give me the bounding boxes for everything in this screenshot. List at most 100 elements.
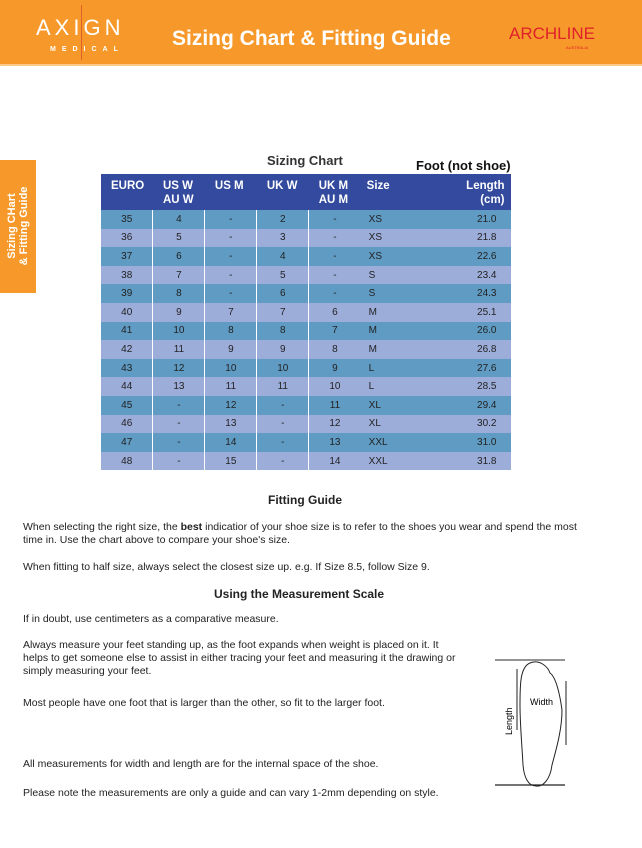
table-cell: - — [256, 395, 309, 415]
table-cell: 11 — [256, 377, 309, 396]
table-cell: 9 — [256, 340, 309, 359]
table-cell: 21.0 — [400, 210, 511, 229]
table-cell: 23.4 — [400, 265, 511, 285]
table-cell: 38 — [101, 265, 153, 285]
table-cell: XXL — [360, 433, 401, 452]
fitting-guide-title: Fitting Guide — [268, 493, 342, 507]
table-cell: 10 — [256, 358, 309, 378]
table-cell: M — [360, 302, 401, 322]
column-header: EURO — [101, 174, 153, 210]
table-cell: XL — [360, 395, 401, 415]
table-row: 43 12 10 10 9 L 27.6 — [101, 358, 511, 378]
table-cell: - — [308, 265, 361, 285]
table-cell: 26.8 — [400, 340, 511, 359]
length-label: Length — [504, 707, 514, 735]
measure-paragraph-3: Most people have one foot that is larger… — [23, 697, 385, 709]
table-cell: 47 — [101, 433, 153, 452]
table-cell: 46 — [101, 414, 153, 434]
column-header: UK W — [256, 174, 309, 210]
table-cell: 44 — [101, 377, 153, 396]
table-row: 46-13-12 XL 30.2 — [101, 414, 511, 434]
table-cell: 6 — [256, 284, 309, 303]
chart-note: Foot (not shoe) — [416, 158, 511, 173]
table-cell: - — [256, 414, 309, 434]
archline-logo: ARCHLINE — [509, 24, 595, 43]
table-cell: 11 — [204, 377, 257, 396]
table-row: 37 6-4- XS 22.6 — [101, 247, 511, 266]
table-cell: 13 — [204, 414, 257, 434]
table-cell: 14 — [308, 451, 361, 471]
side-tab-line2: & Fitting Guide — [18, 186, 30, 266]
chart-title: Sizing Chart — [267, 153, 343, 168]
width-label: Width — [530, 697, 553, 707]
table-cell: 12 — [204, 395, 257, 415]
table-cell: 21.8 — [400, 228, 511, 248]
table-cell: 26.0 — [400, 321, 511, 341]
axign-logo: AXIGN — [36, 16, 124, 40]
table-cell: - — [152, 395, 205, 415]
table-cell: 11 — [152, 340, 205, 359]
header-banner: AXIGN MEDICAL Sizing Chart & Fitting Gui… — [0, 0, 642, 66]
table-cell: 29.4 — [400, 395, 511, 415]
table-cell: L — [360, 377, 401, 396]
table-row: 48-15-14 XXL 31.8 — [101, 451, 511, 471]
table-row: 36 5-3- XS 21.8 — [101, 228, 511, 248]
table-cell: - — [308, 210, 361, 229]
table-cell: L — [360, 358, 401, 378]
table-cell: 37 — [101, 247, 153, 266]
table-cell: 7 — [204, 302, 257, 322]
table-cell: 48 — [101, 451, 153, 471]
table-cell: 14 — [204, 433, 257, 452]
table-cell: - — [152, 414, 205, 434]
logo-line — [81, 5, 82, 60]
table-cell: 45 — [101, 395, 153, 415]
table-cell: 31.0 — [400, 433, 511, 452]
table-cell: 42 — [101, 340, 153, 359]
table-cell: XXL — [360, 451, 401, 471]
table-cell: S — [360, 284, 401, 303]
measure-paragraph-4: All measurements for width and length ar… — [23, 758, 379, 770]
table-row: 39 8-6- S 24.3 — [101, 284, 511, 303]
table-cell: 30.2 — [400, 414, 511, 434]
table-cell: - — [204, 265, 257, 285]
table-cell: - — [308, 228, 361, 248]
table-row: 38 7-5- S 23.4 — [101, 265, 511, 285]
table-cell: 9 — [308, 358, 361, 378]
table-cell: 31.8 — [400, 451, 511, 471]
table-cell: 4 — [152, 210, 205, 229]
foot-measurement-diagram: Length Width — [495, 659, 567, 787]
table-cell: XS — [360, 247, 401, 266]
table-cell: 7 — [256, 302, 309, 322]
table-cell: - — [204, 228, 257, 248]
table-cell: 3 — [256, 228, 309, 248]
column-header: Size — [360, 174, 401, 210]
measure-paragraph-2: Always measure your feet standing up, as… — [23, 639, 456, 677]
table-cell: 2 — [256, 210, 309, 229]
sizing-table: EURO US W AU W US M UK W UK M AU M Size Length (c… — [101, 174, 511, 471]
table-row: 41 10 8 8 7 M 26.0 — [101, 321, 511, 341]
table-row: 44 13 11 11 10 L 28.5 — [101, 377, 511, 396]
table-cell: 12 — [152, 358, 205, 378]
side-tab: Sizing CHart & Fitting Guide — [0, 160, 36, 293]
table-cell: 7 — [308, 321, 361, 341]
table-cell: - — [152, 451, 205, 471]
table-cell: 15 — [204, 451, 257, 471]
table-cell: 7 — [152, 265, 205, 285]
table-cell: 6 — [152, 247, 205, 266]
table-cell: 40 — [101, 302, 153, 322]
page-title: Sizing Chart & Fitting Guide — [172, 27, 451, 50]
table-cell: 35 — [101, 210, 153, 229]
column-header: Length (cm) — [400, 174, 511, 210]
table-cell: 13 — [152, 377, 205, 396]
table-cell: - — [308, 247, 361, 266]
table-cell: XL — [360, 414, 401, 434]
table-cell: 4 — [256, 247, 309, 266]
table-row: 35 4-2- XS 21.0 — [101, 210, 511, 229]
table-cell: 5 — [256, 265, 309, 285]
table-cell: S — [360, 265, 401, 285]
table-cell: 11 — [308, 395, 361, 415]
table-cell: 10 — [204, 358, 257, 378]
table-cell: 36 — [101, 228, 153, 248]
table-cell: M — [360, 321, 401, 341]
column-header: US M — [204, 174, 257, 210]
